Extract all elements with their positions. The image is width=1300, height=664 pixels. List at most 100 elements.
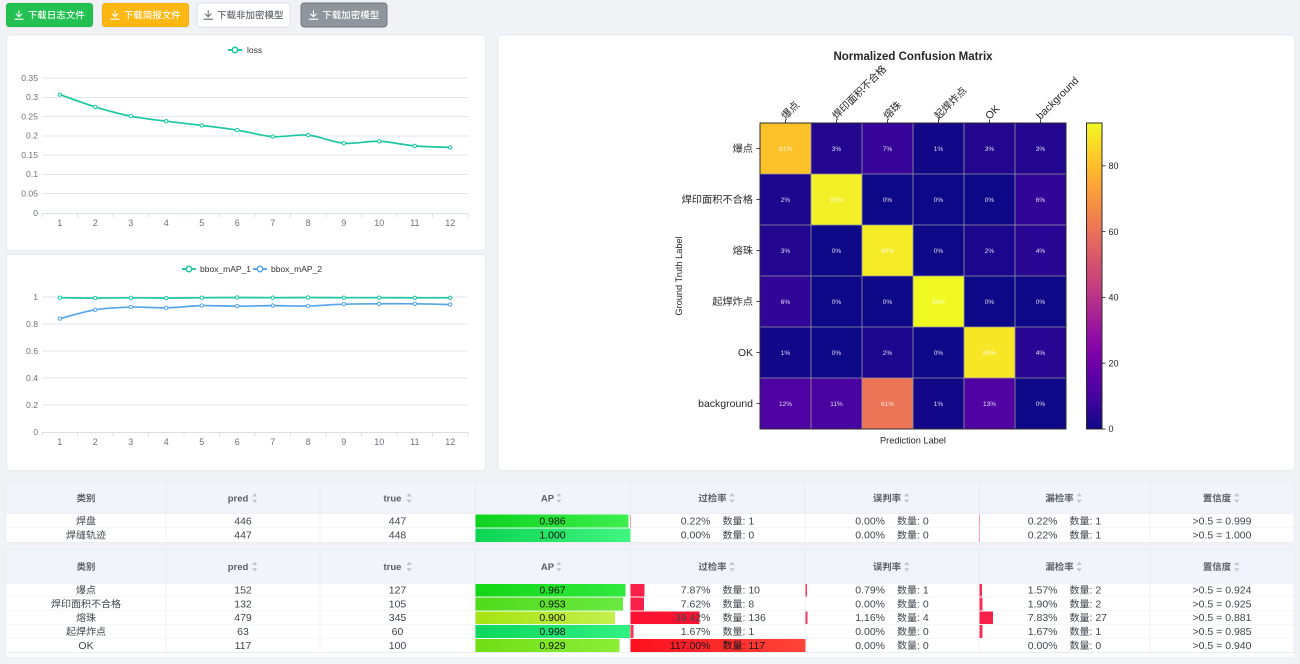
svg-text:0.929: 0.929 — [539, 640, 565, 652]
svg-text:1.16%: 1.16% — [855, 612, 885, 624]
svg-text:bbox_mAP_2: bbox_mAP_2 — [271, 264, 322, 274]
svg-text:>0.5 = 1.000: >0.5 = 1.000 — [1193, 530, 1252, 542]
svg-text:7: 7 — [270, 437, 275, 447]
svg-text:132: 132 — [234, 598, 252, 610]
svg-text:0.35: 0.35 — [21, 73, 38, 83]
svg-text:1.57%: 1.57% — [1028, 585, 1058, 597]
svg-text:0: 0 — [1109, 424, 1114, 434]
svg-text:OK: OK — [78, 640, 93, 652]
svg-text:0.2: 0.2 — [26, 131, 38, 141]
svg-text:: 1: : 1 — [743, 626, 755, 638]
svg-text:0.00%: 0.00% — [855, 626, 885, 638]
svg-text:: 1: : 1 — [743, 515, 755, 527]
svg-text:0.79%: 0.79% — [855, 585, 885, 597]
svg-text:0.3: 0.3 — [26, 92, 38, 102]
svg-text:0.00%: 0.00% — [681, 530, 711, 542]
svg-text:12: 12 — [445, 437, 455, 447]
svg-text:0.00%: 0.00% — [855, 530, 885, 542]
svg-text:1: 1 — [57, 437, 62, 447]
svg-text:>0.5 = 0.999: >0.5 = 0.999 — [1193, 515, 1252, 527]
svg-text:80: 80 — [1109, 161, 1119, 171]
svg-text:: 0: : 0 — [917, 530, 929, 542]
svg-text:0%: 0% — [883, 197, 893, 204]
svg-text:0.00%: 0.00% — [1028, 640, 1058, 652]
svg-text:0%: 0% — [832, 350, 842, 357]
svg-text:0.8: 0.8 — [26, 319, 38, 329]
svg-text:background: background — [698, 398, 753, 410]
svg-text:10: 10 — [374, 437, 384, 447]
svg-text:9: 9 — [341, 437, 346, 447]
svg-text:1: 1 — [33, 292, 38, 302]
svg-text:152: 152 — [234, 585, 252, 597]
svg-text:0.22%: 0.22% — [681, 515, 711, 527]
svg-text:39.42%: 39.42% — [675, 612, 711, 624]
svg-text:13%: 13% — [983, 401, 996, 408]
svg-text:0.900: 0.900 — [539, 612, 565, 624]
svg-text:: 136: : 136 — [743, 612, 767, 624]
svg-text:true: true — [384, 493, 402, 504]
svg-text:11%: 11% — [830, 401, 843, 408]
svg-text:0.998: 0.998 — [539, 626, 565, 638]
svg-text:20: 20 — [1109, 358, 1119, 368]
svg-text:4%: 4% — [1036, 350, 1046, 357]
svg-text:3: 3 — [128, 218, 133, 228]
svg-text:0.1: 0.1 — [26, 169, 38, 179]
svg-text:127: 127 — [389, 585, 407, 597]
svg-text:pred: pred — [228, 562, 249, 573]
svg-text:0: 0 — [33, 208, 38, 218]
svg-text:447: 447 — [389, 515, 407, 527]
svg-text:1%: 1% — [781, 350, 791, 357]
svg-text:11: 11 — [410, 437, 419, 447]
svg-text:4: 4 — [164, 218, 169, 228]
svg-text:3%: 3% — [832, 146, 842, 153]
svg-text:0%: 0% — [934, 248, 944, 255]
svg-text:0.6: 0.6 — [26, 346, 38, 356]
svg-text:0%: 0% — [832, 248, 842, 255]
svg-text:0.4: 0.4 — [26, 373, 38, 383]
svg-text:0.953: 0.953 — [539, 598, 565, 610]
svg-text:5: 5 — [199, 218, 204, 228]
svg-text:0.22%: 0.22% — [1028, 530, 1058, 542]
svg-text:0%: 0% — [832, 299, 842, 306]
svg-text:2: 2 — [93, 437, 98, 447]
svg-text:2: 2 — [93, 218, 98, 228]
svg-text:1%: 1% — [934, 146, 944, 153]
svg-text:: 2: : 2 — [1090, 598, 1102, 610]
svg-text:pred: pred — [228, 493, 249, 504]
svg-text:>0.5 = 0.924: >0.5 = 0.924 — [1193, 585, 1252, 597]
svg-text:2%: 2% — [883, 350, 893, 357]
svg-text:3%: 3% — [1036, 146, 1046, 153]
svg-text:0.22%: 0.22% — [1028, 515, 1058, 527]
svg-text:0.2: 0.2 — [26, 400, 38, 410]
svg-text:6%: 6% — [781, 299, 791, 306]
svg-text:: 0: : 0 — [917, 598, 929, 610]
svg-text:0%: 0% — [934, 197, 944, 204]
svg-text:7: 7 — [270, 218, 275, 228]
svg-text:0.00%: 0.00% — [855, 640, 885, 652]
svg-text:: 1: : 1 — [1090, 530, 1102, 542]
svg-text:117: 117 — [235, 640, 252, 652]
svg-text:Ground Truth Label: Ground Truth Label — [674, 236, 684, 315]
svg-text:0%: 0% — [1036, 299, 1046, 306]
svg-text:: 0: : 0 — [917, 515, 929, 527]
svg-text:1.67%: 1.67% — [1028, 626, 1058, 638]
svg-text:0: 0 — [33, 427, 38, 437]
svg-text:1.90%: 1.90% — [1028, 598, 1058, 610]
svg-text:6: 6 — [235, 218, 240, 228]
svg-text:: 10: : 10 — [743, 585, 761, 597]
svg-text:true: true — [384, 562, 402, 573]
svg-text:7.62%: 7.62% — [681, 598, 711, 610]
svg-text:: 117: : 117 — [743, 640, 766, 652]
svg-text:Prediction Label: Prediction Label — [880, 436, 946, 446]
svg-text:479: 479 — [234, 612, 252, 624]
svg-text:AP: AP — [541, 562, 555, 573]
svg-text:6: 6 — [235, 437, 240, 447]
svg-text:11: 11 — [410, 218, 419, 228]
svg-text:OK: OK — [738, 347, 753, 359]
svg-text:9: 9 — [341, 218, 346, 228]
svg-text:446: 446 — [234, 515, 252, 527]
svg-text:63: 63 — [237, 626, 249, 638]
svg-text:12%: 12% — [779, 401, 792, 408]
svg-text:447: 447 — [234, 530, 252, 542]
svg-text:0.15: 0.15 — [21, 150, 38, 160]
